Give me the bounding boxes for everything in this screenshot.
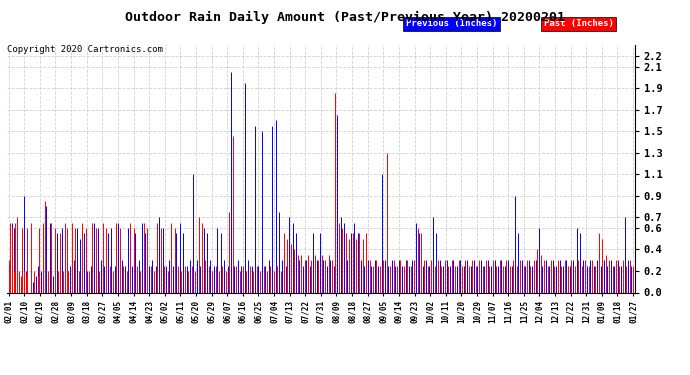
Text: Past (Inches): Past (Inches) — [544, 20, 613, 28]
Text: Previous (Inches): Previous (Inches) — [406, 20, 497, 28]
Text: Outdoor Rain Daily Amount (Past/Previous Year) 20200201: Outdoor Rain Daily Amount (Past/Previous… — [125, 11, 565, 24]
Text: Copyright 2020 Cartronics.com: Copyright 2020 Cartronics.com — [7, 45, 163, 54]
